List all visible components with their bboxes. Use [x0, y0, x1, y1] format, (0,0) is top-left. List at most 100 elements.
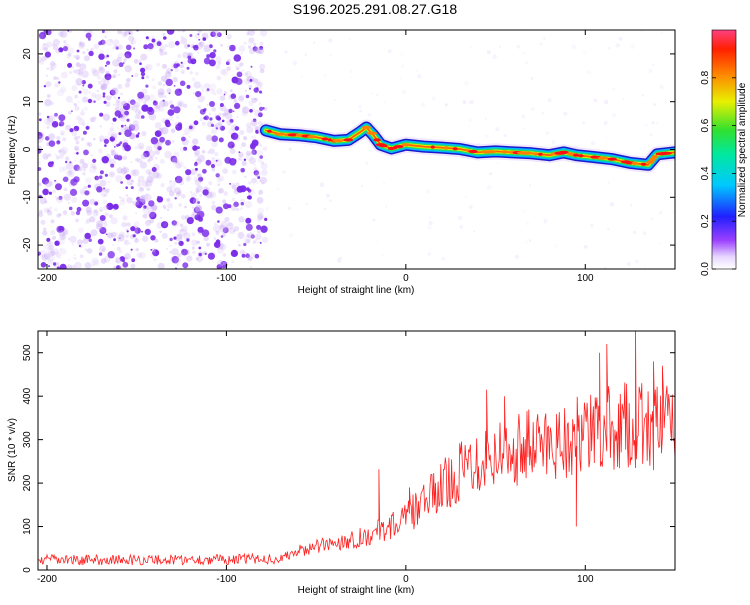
- noise-point: [233, 226, 240, 232]
- noise-point: [120, 181, 123, 184]
- noise-point: [641, 102, 644, 105]
- noise-point: [257, 157, 263, 163]
- noise-point: [118, 231, 125, 238]
- noise-point: [160, 127, 169, 135]
- noise-point: [143, 65, 149, 71]
- noise-point: [250, 234, 255, 239]
- noise-point: [119, 171, 122, 173]
- noise-point: [202, 189, 209, 196]
- noise-point: [130, 161, 133, 164]
- noise-point: [96, 186, 103, 193]
- noise-point: [214, 222, 217, 225]
- noise-point: [99, 215, 106, 221]
- noise-point: [43, 43, 46, 47]
- noise-point: [175, 234, 183, 242]
- noise-point: [431, 96, 436, 101]
- noise-point: [54, 240, 60, 246]
- noise-point: [245, 122, 252, 128]
- ridge-peak: [393, 145, 404, 149]
- noise-point: [496, 162, 499, 164]
- noise-point: [361, 185, 363, 188]
- noise-point: [107, 232, 113, 238]
- noise-point: [164, 119, 170, 126]
- noise-point: [98, 252, 103, 256]
- noise-point: [284, 50, 288, 54]
- noise-point: [165, 78, 173, 87]
- noise-point: [50, 229, 56, 236]
- noise-point: [122, 215, 128, 221]
- noise-point: [228, 222, 232, 227]
- noise-point: [106, 54, 109, 58]
- noise-point: [98, 41, 103, 46]
- noise-point: [179, 80, 186, 87]
- noise-point: [202, 37, 207, 41]
- noise-point: [97, 238, 104, 245]
- noise-point: [42, 244, 49, 250]
- noise-point: [181, 71, 185, 75]
- noise-point: [41, 254, 49, 261]
- noise-point: [180, 37, 188, 45]
- ridge-peak: [361, 125, 372, 130]
- noise-point: [52, 248, 60, 256]
- noise-point: [233, 230, 236, 233]
- noise-point: [54, 153, 58, 156]
- noise-point: [246, 195, 251, 200]
- noise-point: [376, 240, 379, 243]
- noise-point: [240, 207, 243, 210]
- noise-point: [164, 70, 171, 78]
- noise-point: [323, 207, 326, 210]
- noise-point: [142, 194, 149, 201]
- noise-point: [385, 205, 388, 208]
- noise-point: [112, 75, 116, 79]
- noise-point: [100, 83, 108, 91]
- noise-point: [96, 220, 104, 228]
- noise-point: [241, 69, 244, 72]
- noise-point: [135, 158, 139, 162]
- noise-point: [181, 194, 186, 199]
- noise-point: [408, 155, 411, 157]
- noise-point: [197, 226, 204, 233]
- noise-point: [249, 48, 255, 55]
- noise-point: [72, 69, 77, 74]
- noise-point: [49, 101, 55, 106]
- noise-point: [220, 235, 224, 238]
- noise-point: [168, 190, 175, 197]
- y-tick-label: 0: [22, 146, 33, 152]
- noise-point: [484, 117, 488, 121]
- noise-point: [245, 233, 250, 238]
- noise-point: [43, 85, 47, 88]
- noise-point: [81, 70, 89, 78]
- noise-point: [208, 59, 216, 67]
- noise-point: [48, 140, 56, 147]
- noise-point: [77, 68, 84, 75]
- noise-point: [197, 154, 205, 162]
- ridge-peak: [343, 138, 354, 142]
- noise-point: [211, 44, 214, 47]
- noise-point: [103, 100, 107, 104]
- noise-point: [177, 253, 182, 258]
- noise-point: [40, 262, 47, 268]
- noise-point: [197, 241, 200, 244]
- noise-point: [47, 258, 54, 265]
- noise-point: [243, 108, 246, 111]
- noise-point: [581, 121, 586, 125]
- noise-point: [156, 62, 161, 67]
- noise-point: [167, 202, 173, 209]
- noise-point: [222, 261, 227, 266]
- noise-point: [106, 95, 112, 101]
- noise-point: [255, 97, 259, 101]
- noise-point: [118, 62, 124, 68]
- y-tick-label: 10: [22, 96, 33, 108]
- noise-point: [110, 150, 116, 156]
- noise-point: [256, 212, 264, 220]
- noise-point: [120, 167, 127, 175]
- noise-point: [249, 109, 253, 113]
- noise-point: [173, 85, 176, 87]
- noise-point: [52, 235, 56, 240]
- noise-point: [63, 40, 67, 44]
- noise-point: [234, 159, 237, 162]
- noise-point: [173, 106, 181, 114]
- noise-point: [254, 170, 261, 178]
- noise-point: [46, 67, 50, 71]
